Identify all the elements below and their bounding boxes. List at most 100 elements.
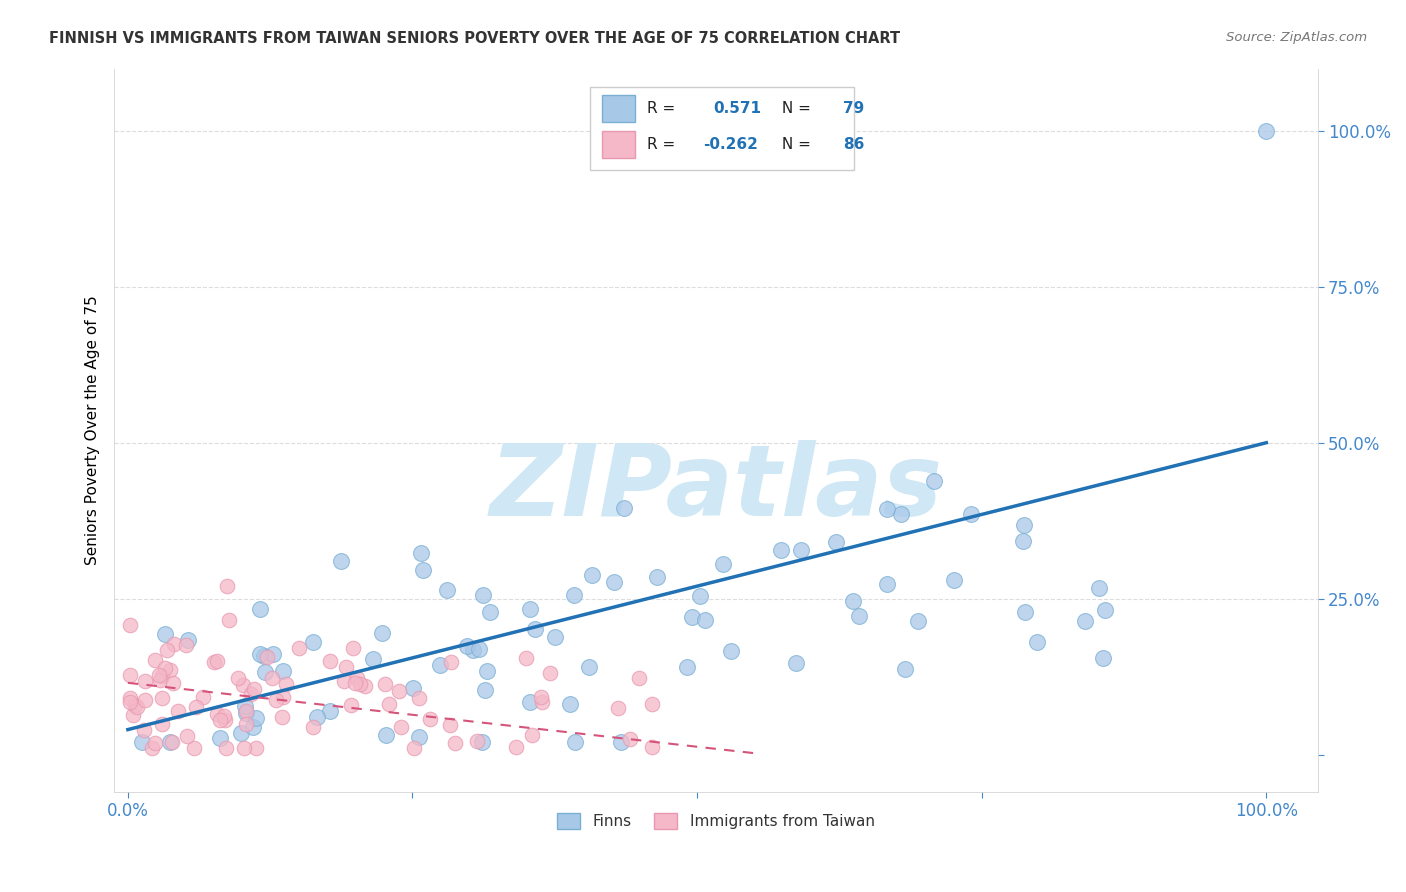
- Point: [153, 660, 176, 674]
- Point: [676, 660, 699, 674]
- Point: [408, 730, 430, 744]
- Point: [468, 642, 491, 657]
- Point: [689, 589, 711, 603]
- Point: [301, 634, 323, 648]
- Point: [770, 542, 793, 557]
- Point: [330, 554, 353, 568]
- Point: [264, 693, 287, 707]
- Point: [271, 664, 294, 678]
- Point: [520, 728, 543, 742]
- Point: [1094, 602, 1116, 616]
- Point: [540, 666, 562, 681]
- Point: [645, 570, 668, 584]
- Point: [519, 695, 541, 709]
- Point: [562, 588, 585, 602]
- Point: [463, 643, 485, 657]
- Point: [610, 735, 633, 749]
- Point: [1088, 581, 1111, 595]
- Point: [152, 690, 174, 705]
- Text: FINNISH VS IMMIGRANTS FROM TAIWAN SENIORS POVERTY OVER THE AGE OF 75 CORRELATION: FINNISH VS IMMIGRANTS FROM TAIWAN SENIOR…: [49, 31, 900, 46]
- Text: N =: N =: [778, 137, 815, 152]
- Point: [619, 731, 641, 746]
- Point: [524, 622, 547, 636]
- Point: [232, 741, 254, 756]
- Point: [245, 711, 267, 725]
- Point: [564, 735, 586, 749]
- Point: [207, 654, 229, 668]
- Point: [186, 699, 208, 714]
- Point: [301, 720, 323, 734]
- Point: [1014, 605, 1036, 619]
- Point: [436, 582, 458, 597]
- Point: [218, 614, 240, 628]
- Text: R =: R =: [647, 137, 681, 152]
- Y-axis label: Seniors Poverty Over the Age of 75: Seniors Poverty Over the Age of 75: [86, 295, 100, 566]
- Point: [848, 609, 870, 624]
- Point: [124, 698, 146, 712]
- Point: [149, 673, 172, 687]
- Point: [627, 671, 650, 685]
- Point: [479, 605, 502, 619]
- Point: [235, 706, 257, 720]
- Point: [342, 641, 364, 656]
- Point: [402, 681, 425, 695]
- Point: [429, 658, 451, 673]
- Point: [876, 577, 898, 591]
- Point: [150, 717, 173, 731]
- Point: [215, 579, 238, 593]
- Point: [212, 709, 235, 723]
- FancyBboxPatch shape: [602, 131, 636, 158]
- Point: [271, 710, 294, 724]
- Point: [162, 675, 184, 690]
- Point: [374, 677, 396, 691]
- Point: [544, 630, 567, 644]
- Point: [377, 697, 399, 711]
- Point: [825, 535, 848, 549]
- Point: [235, 704, 257, 718]
- Point: [167, 704, 190, 718]
- Point: [288, 641, 311, 656]
- Point: [1012, 533, 1035, 548]
- Point: [375, 728, 398, 742]
- Point: [640, 739, 662, 754]
- Point: [361, 652, 384, 666]
- Point: [465, 733, 488, 747]
- Point: [943, 573, 966, 587]
- Point: [456, 639, 478, 653]
- Point: [143, 653, 166, 667]
- Point: [134, 692, 156, 706]
- Point: [305, 710, 328, 724]
- Point: [346, 671, 368, 685]
- Point: [231, 726, 253, 740]
- Point: [120, 691, 142, 706]
- Point: [335, 659, 357, 673]
- Point: [354, 679, 377, 693]
- Point: [530, 690, 553, 704]
- Point: [235, 717, 257, 731]
- Point: [402, 741, 425, 756]
- Point: [262, 647, 284, 661]
- Point: [141, 741, 163, 756]
- Point: [239, 687, 262, 701]
- Legend: Finns, Immigrants from Taiwan: Finns, Immigrants from Taiwan: [551, 806, 880, 835]
- Point: [319, 704, 342, 718]
- Point: [444, 736, 467, 750]
- Point: [271, 690, 294, 705]
- Point: [183, 741, 205, 756]
- Text: N =: N =: [778, 101, 815, 116]
- Point: [876, 501, 898, 516]
- Point: [530, 694, 553, 708]
- Point: [515, 650, 537, 665]
- Point: [249, 601, 271, 615]
- Point: [256, 649, 278, 664]
- Point: [439, 718, 461, 732]
- Point: [134, 673, 156, 688]
- Point: [959, 507, 981, 521]
- Point: [249, 647, 271, 661]
- Point: [332, 674, 354, 689]
- Point: [156, 643, 179, 657]
- Text: ZIPatlas: ZIPatlas: [489, 440, 942, 537]
- Point: [226, 671, 249, 685]
- Point: [388, 684, 411, 698]
- Point: [153, 627, 176, 641]
